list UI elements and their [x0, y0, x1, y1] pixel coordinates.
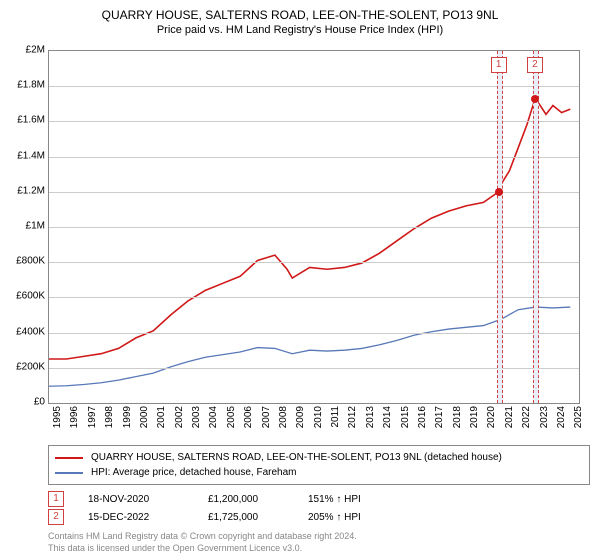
- x-axis-label: 2001: [156, 406, 167, 428]
- x-axis-label: 1997: [87, 406, 98, 428]
- sale-marker-band: [533, 51, 539, 403]
- x-axis-label: 2016: [417, 406, 428, 428]
- x-axis-label: 2008: [278, 406, 289, 428]
- sales-row-pct: 205% ↑ HPI: [308, 512, 408, 523]
- x-axis-label: 2014: [382, 406, 393, 428]
- sale-marker-label: 2: [527, 57, 543, 73]
- y-axis-label: £1.8M: [5, 80, 45, 91]
- legend-row: HPI: Average price, detached house, Fare…: [55, 465, 583, 480]
- sales-table: 1 18-NOV-2020£1,200,000151% ↑ HPI 2 15-DEC-…: [48, 490, 408, 526]
- sale-dot: [531, 95, 539, 103]
- x-axis-label: 2025: [573, 406, 584, 428]
- x-axis-label: 2006: [243, 406, 254, 428]
- x-axis-label: 2002: [174, 406, 185, 428]
- x-axis-label: 2007: [261, 406, 272, 428]
- sales-row: 1 18-NOV-2020£1,200,000151% ↑ HPI: [48, 490, 408, 508]
- x-axis-label: 2011: [330, 406, 341, 428]
- x-axis-label: 2013: [365, 406, 376, 428]
- sale-marker-label: 1: [491, 57, 507, 73]
- footnote: Contains HM Land Registry data © Crown c…: [48, 530, 357, 554]
- x-axis-label: 2005: [226, 406, 237, 428]
- x-axis-label: 1996: [69, 406, 80, 428]
- x-axis-label: 2000: [139, 406, 150, 428]
- series-line-property: [49, 99, 570, 359]
- chart-plot-area: 12: [48, 50, 580, 404]
- x-axis-label: 2003: [191, 406, 202, 428]
- sales-row: 2 15-DEC-2022£1,725,000205% ↑ HPI: [48, 508, 408, 526]
- x-axis-label: 1998: [104, 406, 115, 428]
- x-axis-label: 2019: [469, 406, 480, 428]
- x-axis-label: 2015: [400, 406, 411, 428]
- sale-marker-band: [497, 51, 503, 403]
- x-axis-label: 2009: [295, 406, 306, 428]
- y-axis-label: £600K: [5, 291, 45, 302]
- x-axis-label: 2024: [556, 406, 567, 428]
- y-axis-label: £400K: [5, 326, 45, 337]
- x-axis-label: 2023: [539, 406, 550, 428]
- x-axis-label: 2004: [208, 406, 219, 428]
- chart-container: QUARRY HOUSE, SALTERNS ROAD, LEE-ON-THE-…: [0, 0, 600, 560]
- legend-row: QUARRY HOUSE, SALTERNS ROAD, LEE-ON-THE-…: [55, 450, 583, 465]
- sales-row-pct: 151% ↑ HPI: [308, 494, 408, 505]
- x-axis-label: 2021: [504, 406, 515, 428]
- y-axis-label: £200K: [5, 361, 45, 372]
- y-axis-label: £1.2M: [5, 185, 45, 196]
- chart-subtitle: Price paid vs. HM Land Registry's House …: [0, 22, 600, 36]
- x-axis-label: 2017: [434, 406, 445, 428]
- y-axis-label: £1.6M: [5, 115, 45, 126]
- x-axis-label: 2010: [313, 406, 324, 428]
- series-line-hpi: [49, 307, 570, 386]
- sales-row-marker: 1: [48, 491, 64, 507]
- sales-row-date: 15-DEC-2022: [88, 512, 208, 523]
- y-axis-label: £800K: [5, 256, 45, 267]
- x-axis-label: 2020: [486, 406, 497, 428]
- sale-dot: [495, 188, 503, 196]
- footnote-line: This data is licensed under the Open Gov…: [48, 542, 357, 554]
- x-axis-label: 1999: [122, 406, 133, 428]
- sales-row-price: £1,200,000: [208, 494, 308, 505]
- legend-label: HPI: Average price, detached house, Fare…: [91, 465, 297, 480]
- x-axis-label: 1995: [52, 406, 63, 428]
- chart-title: QUARRY HOUSE, SALTERNS ROAD, LEE-ON-THE-…: [0, 0, 600, 22]
- x-axis-label: 2012: [347, 406, 358, 428]
- y-axis-label: £1.4M: [5, 150, 45, 161]
- footnote-line: Contains HM Land Registry data © Crown c…: [48, 530, 357, 542]
- y-axis-label: £2M: [5, 45, 45, 56]
- x-axis-label: 2018: [452, 406, 463, 428]
- x-axis-label: 2022: [521, 406, 532, 428]
- legend-box: QUARRY HOUSE, SALTERNS ROAD, LEE-ON-THE-…: [48, 445, 590, 485]
- legend-swatch: [55, 457, 83, 459]
- legend-label: QUARRY HOUSE, SALTERNS ROAD, LEE-ON-THE-…: [91, 450, 502, 465]
- y-axis-label: £0: [5, 397, 45, 408]
- legend-swatch: [55, 472, 83, 474]
- sales-row-date: 18-NOV-2020: [88, 494, 208, 505]
- sales-row-marker: 2: [48, 509, 64, 525]
- sales-row-price: £1,725,000: [208, 512, 308, 523]
- y-axis-label: £1M: [5, 221, 45, 232]
